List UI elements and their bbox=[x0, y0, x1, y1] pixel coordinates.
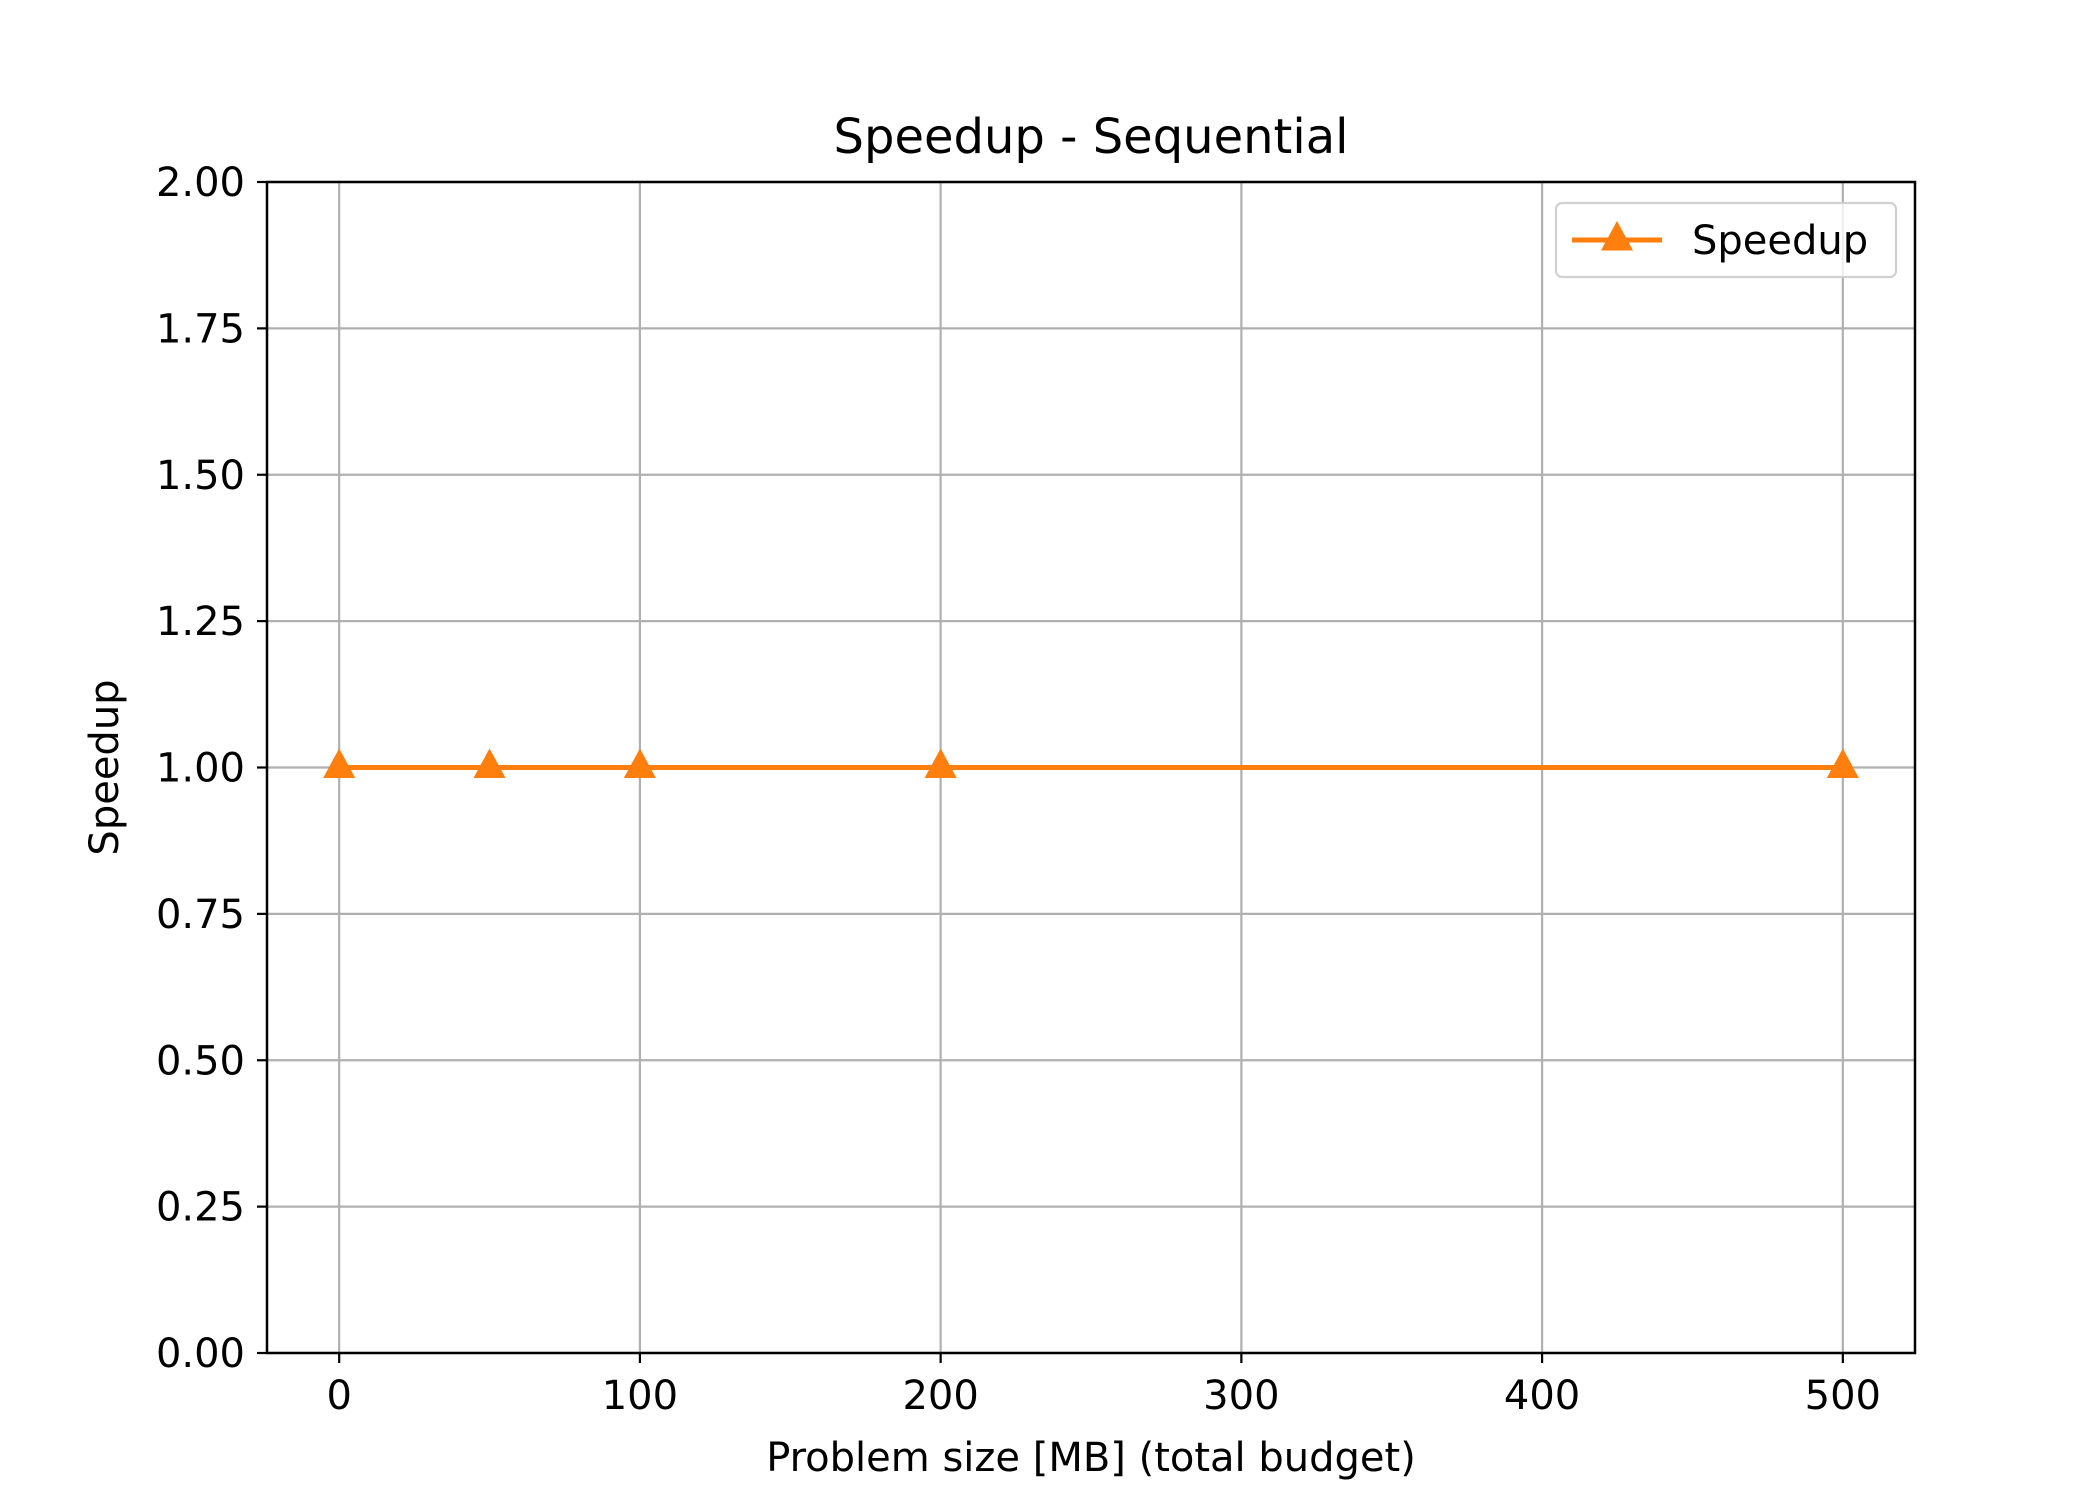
x-tick-label: 200 bbox=[902, 1373, 978, 1419]
ticks: 0 100 200 300 400 500 0.00 0.25 0.50 0.75 1.00 1.25… bbox=[156, 160, 1881, 1419]
legend-marker bbox=[1600, 220, 1634, 251]
y-axis-title: Speedup bbox=[82, 679, 128, 855]
x-tick-label: 400 bbox=[1504, 1373, 1580, 1419]
data-point bbox=[323, 748, 356, 778]
data-point bbox=[924, 748, 957, 778]
x-tick-label: 100 bbox=[602, 1373, 678, 1419]
y-tick-label: 0.75 bbox=[156, 892, 245, 938]
y-tick-label: 2.00 bbox=[156, 160, 245, 206]
y-tick-label: 1.25 bbox=[156, 599, 245, 645]
y-tick-label: 1.50 bbox=[156, 453, 245, 499]
legend: Speedup bbox=[1554, 201, 1898, 279]
chart-title: Speedup - Sequential bbox=[834, 109, 1349, 165]
data-point bbox=[623, 748, 656, 778]
x-tick-label: 500 bbox=[1805, 1373, 1881, 1419]
y-tick-label: 0.00 bbox=[156, 1331, 245, 1377]
legend-box bbox=[1554, 201, 1898, 279]
y-tick-label: 0.25 bbox=[156, 1185, 245, 1231]
plot-data bbox=[323, 748, 1859, 778]
y-tick-label: 1.75 bbox=[156, 306, 245, 352]
y-tick-label: 1.00 bbox=[156, 746, 245, 792]
y-tick-label: 0.50 bbox=[156, 1038, 245, 1084]
data-point bbox=[1826, 748, 1859, 778]
legend-label: Speedup bbox=[1692, 218, 1868, 264]
x-tick-label: 300 bbox=[1203, 1373, 1279, 1419]
x-tick-label: 0 bbox=[326, 1373, 351, 1419]
data-point bbox=[473, 748, 506, 778]
x-axis-title: Problem size [MB] (total budget) bbox=[766, 1435, 1416, 1481]
